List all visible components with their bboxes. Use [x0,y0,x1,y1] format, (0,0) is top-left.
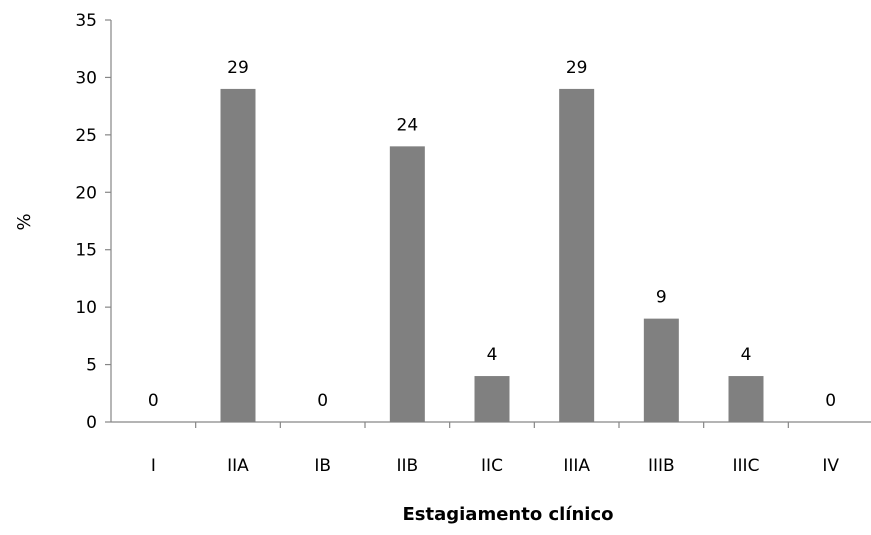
data-labels: 0 29 0 24 4 29 9 4 0 [148,58,836,411]
y-tick-label: 15 [75,241,97,261]
y-tick-label: 25 [75,126,97,146]
data-label-iic: 4 [487,345,498,365]
x-tick-label: I [151,456,156,476]
data-label-iiic: 4 [741,345,752,365]
y-tick-label: 0 [86,413,97,433]
data-label-iiib: 9 [656,288,667,308]
data-label-iv: 0 [825,391,836,411]
data-label-iib: 24 [397,115,419,135]
x-tick-label: IIC [481,456,503,476]
bar-iiib [643,318,679,422]
data-label-iiia: 29 [566,58,588,78]
x-tick-label: IIA [227,456,249,476]
bar-iia [220,88,256,423]
y-tick-label: 20 [75,183,97,203]
y-tick-label: 10 [75,298,97,318]
x-tick-label: IIIC [733,456,760,476]
y-tick-label: 35 [75,11,97,31]
data-label-ib: 0 [317,391,328,411]
y-tick-label: 5 [86,356,97,376]
bar-iiic [728,376,764,422]
bars [220,88,764,423]
y-tick-label: 30 [75,68,97,88]
x-tick-label: IB [314,456,331,476]
x-axis-title: Estagiamento clínico [402,504,613,525]
y-axis-title: % [14,213,35,230]
x-tick-label: IIB [396,456,418,476]
x-tick-label: IIIA [563,456,590,476]
bar-iiia [559,88,595,423]
x-tick-label: IIIB [648,456,675,476]
bar-iib [389,146,425,423]
data-label-iia: 29 [227,58,249,78]
x-tick-label: IV [822,456,839,476]
bar-iic [474,376,510,422]
axes [105,19,871,428]
data-label-i: 0 [148,391,159,411]
